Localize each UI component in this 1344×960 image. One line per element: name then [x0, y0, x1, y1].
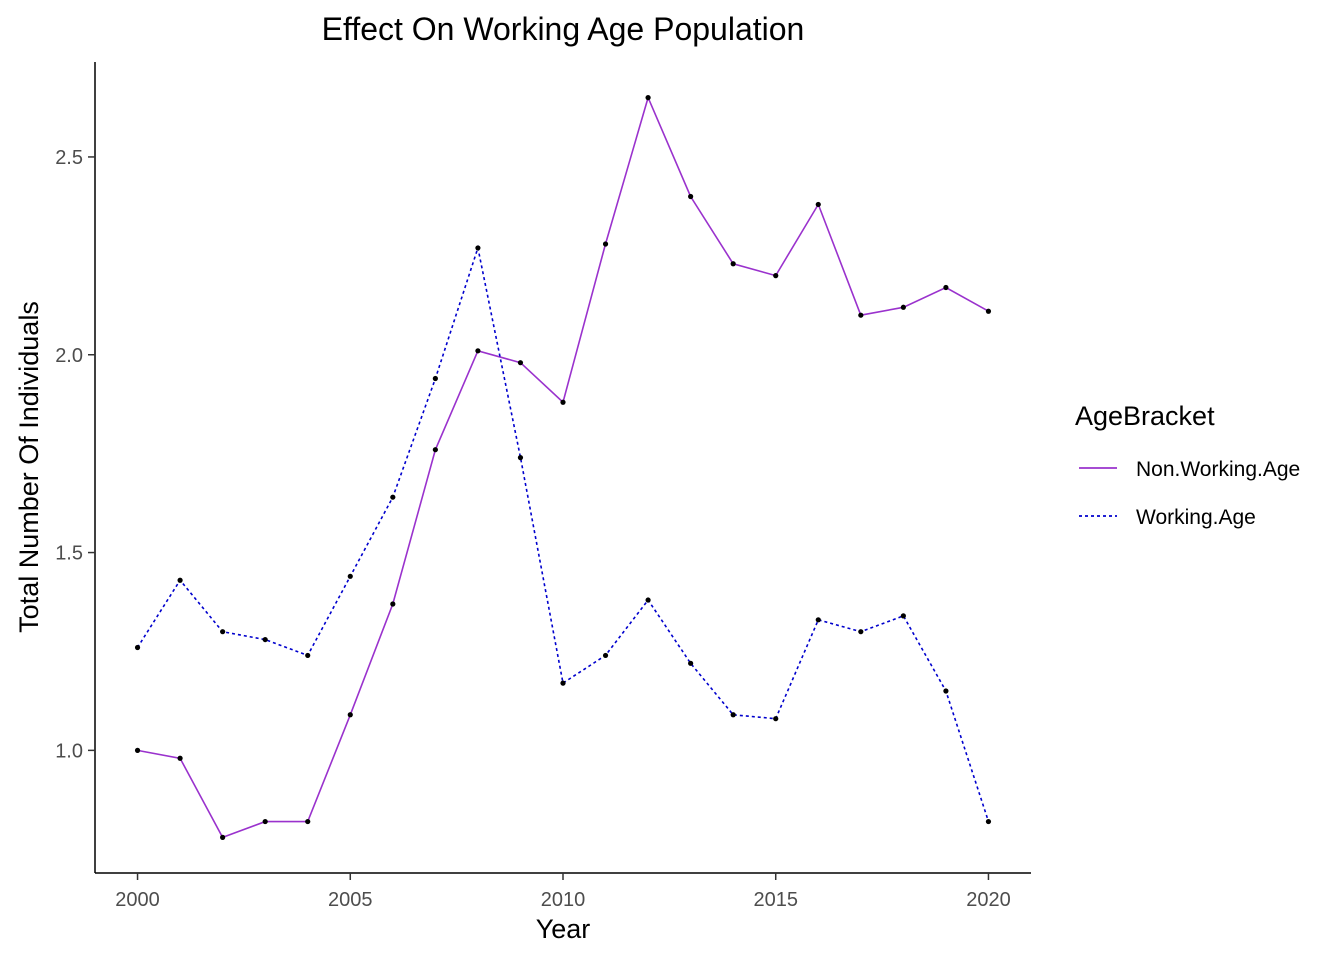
- data-point-working-age: [220, 629, 226, 635]
- x-tick-label: 2010: [541, 889, 586, 911]
- data-point-working-age: [815, 617, 821, 623]
- data-point-non-working-age: [475, 348, 481, 354]
- data-point-working-age: [688, 660, 694, 666]
- series-line-working-age: [136, 244, 990, 822]
- data-point-non-working-age: [688, 193, 694, 200]
- data-point-non-working-age: [943, 284, 949, 291]
- plot-area: [134, 95, 992, 840]
- data-point-non-working-age: [900, 304, 906, 310]
- x-tick-label: 2000: [115, 889, 160, 911]
- data-point-working-age: [773, 716, 779, 722]
- data-point-non-working-age: [177, 755, 183, 761]
- data-point-working-age: [900, 613, 906, 619]
- data-point-working-age: [602, 652, 609, 659]
- chart-title: Effect On Working Age Population: [322, 11, 805, 47]
- data-point-working-age: [177, 577, 183, 583]
- data-point-working-age: [858, 629, 864, 635]
- data-point-non-working-age: [815, 201, 821, 208]
- data-point-working-age: [985, 818, 992, 825]
- data-point-non-working-age: [773, 273, 779, 279]
- data-point-working-age: [134, 644, 141, 651]
- x-tick-label: 2005: [328, 889, 373, 911]
- y-axis-title: Total Number Of Individuals: [14, 301, 44, 633]
- data-point-working-age: [475, 245, 481, 251]
- y-tick-label: 1.5: [55, 543, 83, 565]
- data-point-working-age: [560, 680, 566, 686]
- legend-label-working-age: Working.Age: [1136, 506, 1256, 529]
- x-tick-label: 2015: [753, 889, 798, 911]
- data-point-non-working-age: [134, 747, 141, 753]
- data-point-working-age: [943, 688, 949, 694]
- data-point-working-age: [347, 573, 353, 579]
- data-point-non-working-age: [432, 447, 438, 453]
- y-tick-label: 2.0: [55, 345, 83, 367]
- x-ticks: 2000 2005 2010 2015 2020: [115, 873, 1011, 911]
- data-point-working-age: [305, 652, 311, 659]
- legend: AgeBracket Non.Working.Age Working.Age: [1075, 401, 1300, 529]
- data-point-working-age: [730, 712, 736, 718]
- data-point-non-working-age: [730, 261, 736, 267]
- data-point-non-working-age: [985, 308, 992, 314]
- series-line-non-working-age: [137, 95, 989, 839]
- data-point-non-working-age: [220, 834, 226, 840]
- data-point-working-age: [390, 494, 396, 500]
- y-tick-label: 2.5: [55, 147, 83, 169]
- legend-title: AgeBracket: [1075, 401, 1215, 431]
- data-point-non-working-age: [602, 241, 609, 247]
- legend-items: Non.Working.Age Working.Age: [1079, 458, 1300, 529]
- data-point-non-working-age: [390, 601, 396, 607]
- axes: 2000 2005 2010 2015 2020 1.0 1.5 2.0 2.5: [55, 62, 1031, 911]
- data-point-non-working-age: [560, 399, 566, 405]
- x-tick-label: 2020: [966, 889, 1011, 911]
- legend-label-non-working-age: Non.Working.Age: [1136, 458, 1300, 481]
- data-point-working-age: [645, 597, 651, 603]
- data-point-non-working-age: [262, 818, 268, 825]
- data-point-non-working-age: [858, 312, 864, 318]
- data-point-working-age: [517, 455, 524, 461]
- data-point-working-age: [262, 636, 268, 643]
- y-ticks: 1.0 1.5 2.0 2.5: [55, 147, 95, 762]
- data-point-non-working-age: [645, 95, 651, 101]
- data-point-non-working-age: [517, 360, 524, 366]
- y-tick-label: 1.0: [55, 740, 83, 762]
- x-axis-title: Year: [536, 914, 591, 944]
- data-point-non-working-age: [305, 818, 311, 825]
- data-point-working-age: [432, 375, 438, 382]
- data-point-non-working-age: [347, 712, 353, 718]
